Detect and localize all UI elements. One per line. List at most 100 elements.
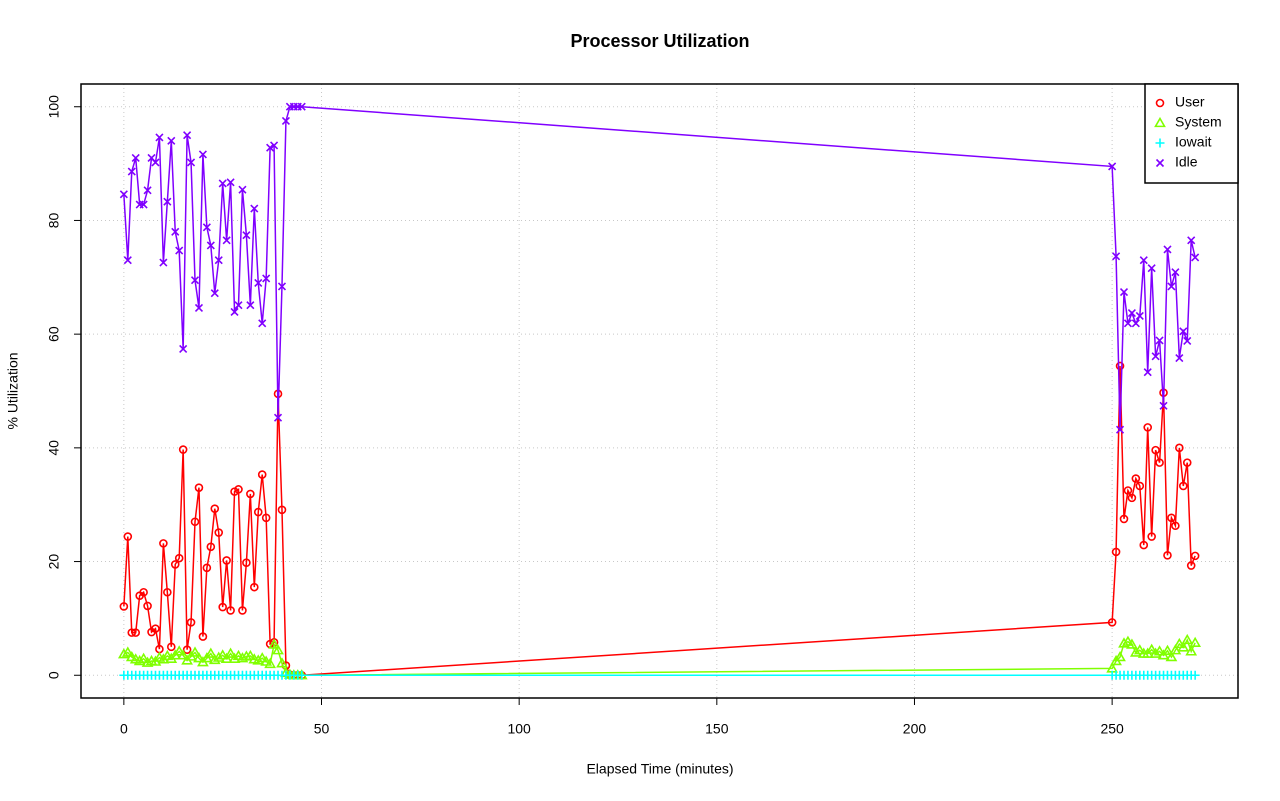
point: [151, 158, 160, 167]
point: [1143, 423, 1153, 432]
point: [276, 657, 288, 668]
legend-symbol: [1155, 158, 1165, 168]
legend-label: Iowait: [1175, 134, 1212, 150]
point: [198, 632, 208, 641]
point: [218, 602, 227, 612]
point: [236, 652, 249, 663]
legend-label: User: [1175, 94, 1205, 110]
point: [173, 645, 186, 656]
point: [163, 197, 172, 206]
y-tick-label: 100: [46, 95, 62, 119]
point: [1139, 540, 1149, 550]
point: [137, 652, 150, 663]
series-line: [123, 105, 1196, 430]
series-line: [123, 365, 1196, 677]
point: [242, 558, 251, 567]
point: [228, 652, 241, 663]
point: [266, 143, 275, 152]
point: [1167, 513, 1176, 523]
point: [1122, 635, 1134, 646]
point: [206, 241, 215, 250]
point: [268, 638, 280, 649]
point: [159, 258, 168, 267]
point: [218, 179, 227, 188]
point: [119, 602, 129, 611]
point: [1127, 493, 1137, 503]
point: [234, 301, 243, 310]
point: [212, 651, 225, 662]
point: [139, 200, 148, 209]
point: [273, 413, 283, 422]
point: [202, 563, 212, 573]
point: [272, 644, 284, 655]
point: [1155, 336, 1164, 345]
point: [177, 649, 190, 660]
point: [253, 507, 263, 517]
point: [256, 652, 269, 663]
point: [1178, 481, 1188, 491]
point: [123, 256, 132, 265]
point: [1173, 637, 1186, 649]
point: [151, 624, 160, 633]
point: [1167, 282, 1176, 291]
point: [190, 517, 200, 527]
point: [257, 470, 267, 479]
y-tick-label: 0: [46, 671, 62, 679]
point: [281, 116, 290, 126]
point: [117, 648, 130, 659]
point: [1135, 311, 1144, 321]
point: [178, 445, 188, 454]
point: [194, 483, 204, 492]
point: [1179, 327, 1188, 336]
point: [1131, 319, 1140, 328]
point: [250, 204, 259, 213]
point: [193, 652, 205, 663]
point: [258, 319, 267, 328]
y-tick-label: 40: [46, 440, 62, 456]
point: [222, 556, 231, 565]
x-axis-label: Elapsed Time (minutes): [586, 761, 733, 777]
point: [1108, 162, 1117, 171]
point: [1187, 236, 1196, 245]
point: [179, 344, 188, 353]
point: [1185, 645, 1198, 656]
point: [238, 606, 247, 615]
point: [1112, 252, 1121, 261]
point: [1115, 425, 1125, 434]
point: [166, 642, 176, 652]
point: [1151, 352, 1160, 361]
point: [1145, 643, 1158, 654]
point: [133, 654, 146, 666]
point: [1119, 514, 1129, 524]
point: [262, 274, 271, 283]
point: [220, 652, 233, 663]
point: [1149, 647, 1162, 658]
point: [206, 542, 216, 552]
point: [198, 150, 207, 159]
point: [1190, 551, 1200, 561]
point: [234, 485, 243, 494]
point: [216, 649, 229, 660]
point: [163, 587, 172, 597]
point: [121, 646, 134, 657]
point: [186, 158, 196, 167]
legend-label: Idle: [1175, 154, 1198, 170]
point: [264, 657, 276, 669]
point: [1147, 264, 1156, 273]
point: [226, 606, 235, 615]
point: [1143, 368, 1152, 377]
point: [204, 647, 217, 658]
point: [1171, 268, 1180, 277]
point: [1114, 650, 1126, 662]
point: [1126, 638, 1138, 649]
point: [230, 307, 239, 317]
point: [277, 505, 287, 515]
point: [1115, 361, 1125, 371]
point: [250, 582, 259, 592]
point: [1171, 521, 1180, 531]
point: [1119, 288, 1129, 297]
point: [1186, 561, 1196, 570]
point: [131, 628, 141, 637]
point: [1163, 245, 1172, 254]
